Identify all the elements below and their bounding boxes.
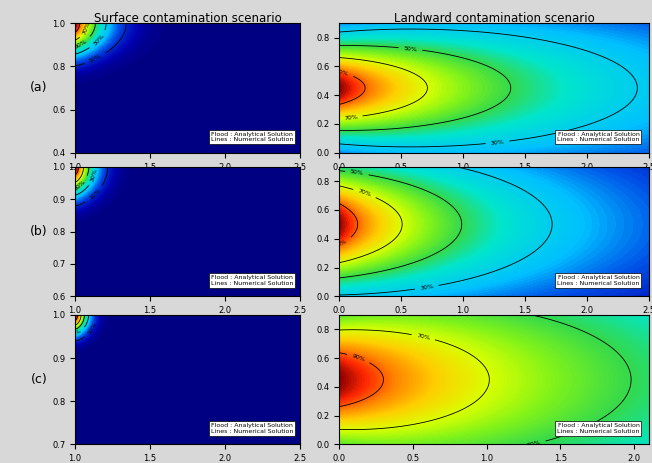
Text: Surface contamination scenario: Surface contamination scenario [94, 12, 282, 25]
Text: 30%: 30% [92, 33, 105, 47]
Text: 70%: 70% [416, 333, 431, 341]
Text: 50%: 50% [74, 179, 87, 192]
Text: Landward contamination scenario: Landward contamination scenario [394, 12, 595, 25]
Text: Flood : Analytical Solution
Lines : Numerical Solution: Flood : Analytical Solution Lines : Nume… [211, 275, 293, 286]
Text: 70%: 70% [344, 114, 358, 120]
Text: (b): (b) [30, 225, 48, 238]
Text: 10%: 10% [88, 188, 102, 201]
Text: Flood : Analytical Solution
Lines : Numerical Solution: Flood : Analytical Solution Lines : Nume… [211, 131, 293, 143]
Text: (a): (a) [31, 81, 48, 94]
Text: 10%: 10% [88, 54, 102, 64]
Text: 50%: 50% [404, 45, 417, 52]
Text: 30%: 30% [90, 168, 98, 182]
Text: Flood : Analytical Solution
Lines : Numerical Solution: Flood : Analytical Solution Lines : Nume… [557, 131, 640, 143]
Text: 50%: 50% [527, 440, 541, 448]
Text: Flood : Analytical Solution
Lines : Numerical Solution: Flood : Analytical Solution Lines : Nume… [211, 423, 293, 434]
Text: 30%: 30% [419, 284, 434, 291]
Text: 50%: 50% [74, 38, 89, 50]
Text: 30%: 30% [68, 328, 82, 339]
Text: 10%: 10% [87, 321, 98, 335]
Text: 30%: 30% [490, 139, 505, 146]
Text: (c): (c) [31, 373, 48, 386]
Text: 50%: 50% [349, 169, 364, 176]
Text: 90%: 90% [351, 353, 366, 363]
Text: 90%: 90% [334, 68, 349, 77]
Text: Flood : Analytical Solution
Lines : Numerical Solution: Flood : Analytical Solution Lines : Nume… [557, 275, 640, 286]
Text: 70%: 70% [357, 188, 372, 198]
Text: 90%: 90% [334, 238, 348, 250]
Text: 70%: 70% [82, 20, 91, 35]
Text: Flood : Analytical Solution
Lines : Numerical Solution: Flood : Analytical Solution Lines : Nume… [557, 423, 640, 434]
